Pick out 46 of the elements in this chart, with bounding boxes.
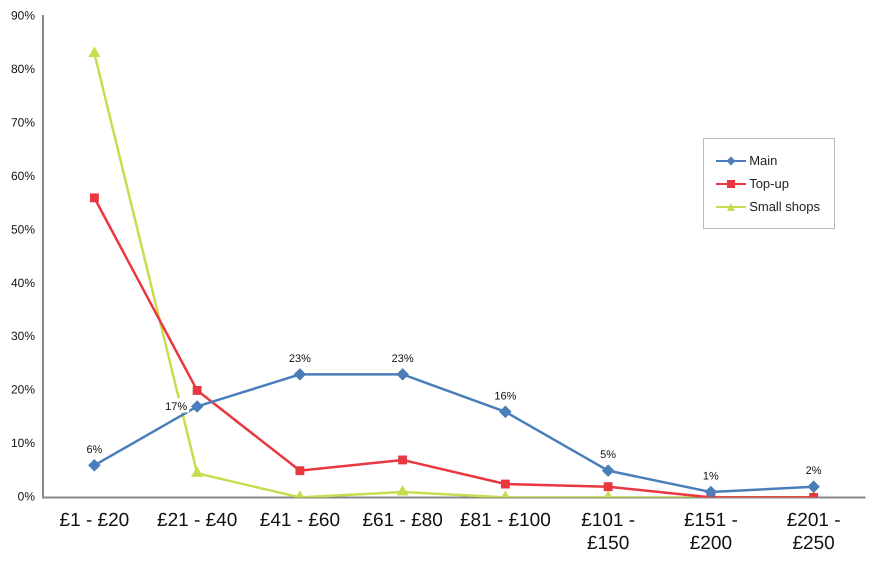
point	[192, 386, 202, 395]
data-label: 5%	[600, 449, 616, 462]
x-tick-label: £81 - £100	[460, 510, 551, 532]
data-label: 23%	[392, 352, 414, 365]
point	[808, 480, 820, 492]
legend-label: Top-up	[749, 176, 789, 191]
point	[192, 468, 202, 477]
point	[295, 466, 304, 476]
data-label: 23%	[288, 352, 312, 365]
point	[500, 406, 512, 418]
y-tick-label: 10%	[10, 436, 36, 450]
y-tick-label: 70%	[10, 115, 36, 130]
data-label: 6%	[86, 444, 103, 456]
point	[191, 400, 203, 412]
y-tick-label: 0%	[18, 490, 36, 504]
x-tick-label: £1 - £20	[60, 510, 130, 532]
y-tick-label: 50%	[10, 222, 36, 236]
x-tick-label: £21 - £40	[156, 510, 238, 532]
data-label: 1%	[702, 470, 720, 483]
x-tick-label: £41 - £60	[260, 510, 340, 532]
x-tick-label: £101 - £150	[581, 510, 636, 554]
point	[604, 482, 613, 492]
y-tick-label: 80%	[10, 62, 36, 76]
point	[397, 486, 408, 496]
point	[90, 193, 99, 202]
legend-label: Main	[749, 153, 778, 168]
x-tick-label: £61 - £80	[362, 510, 443, 532]
data-label: 17%	[165, 401, 188, 413]
point	[396, 368, 408, 380]
y-tick-label: 60%	[10, 168, 36, 183]
point	[398, 456, 408, 464]
data-label: 2%	[806, 465, 822, 478]
point	[88, 460, 100, 472]
y-tick-label: 90%	[10, 8, 36, 22]
y-tick-label: 20%	[10, 382, 36, 397]
y-tick-label: 30%	[10, 329, 36, 344]
data-label: 16%	[494, 390, 517, 402]
point	[602, 464, 614, 476]
point	[294, 368, 306, 380]
point	[705, 486, 717, 498]
point	[500, 480, 510, 488]
point	[89, 48, 100, 57]
y-tick-label: 40%	[10, 276, 36, 290]
x-tick-label: £151 - £200	[684, 510, 738, 554]
x-tick-label: £201 - £250	[786, 510, 841, 554]
legend-label: Small shops	[749, 199, 820, 214]
